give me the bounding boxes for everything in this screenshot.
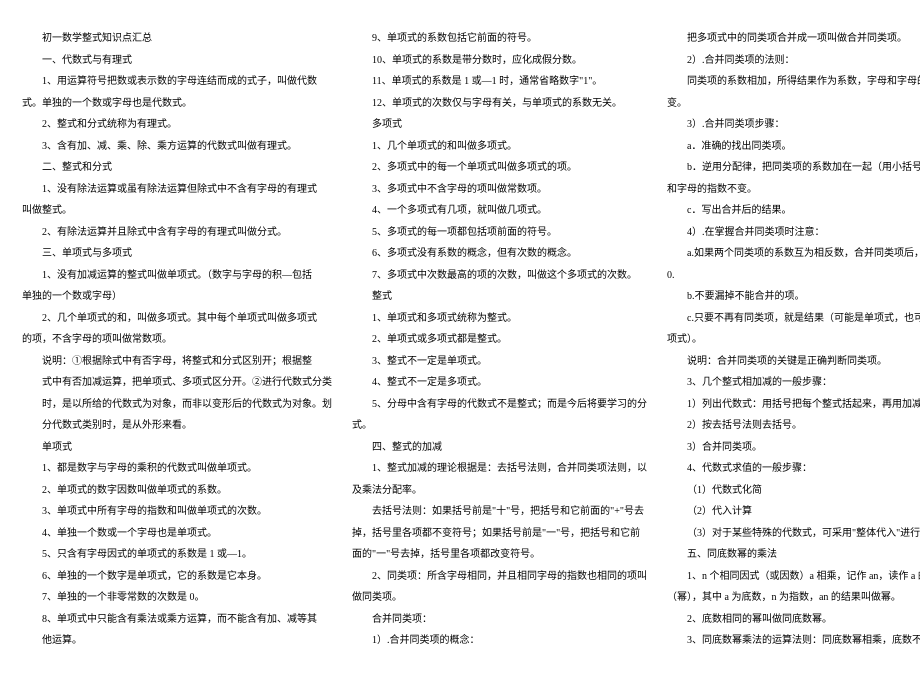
- text-line: 和字母的指数不变。: [667, 179, 920, 201]
- text-line: 2）按去括号法则去括号。: [667, 415, 920, 437]
- text-line: 式。单独的一个数或字母也是代数式。: [22, 93, 332, 115]
- column-1: 初一数学整式知识点汇总一、代数式与有理式1、用运算符号把数或表示数的字母连结而成…: [12, 28, 342, 666]
- text-line: b.不要漏掉不能合并的项。: [667, 286, 920, 308]
- text-line: 5、分母中含有字母的代数式不是整式；而是今后将要学习的分: [352, 394, 647, 416]
- text-line: 1）列出代数式：用括号把每个整式括起来，再用加减号连接。: [667, 394, 920, 416]
- text-line: 说明：合并同类项的关键是正确判断同类项。: [667, 351, 920, 373]
- text-line: 7、多项式中次数最高的项的次数，叫做这个多项式的次数。: [352, 265, 647, 287]
- text-line: 3、多项式中不含字母的项叫做常数项。: [352, 179, 647, 201]
- text-line: 8、单项式中只能含有乘法或乘方运算，而不能含有加、减等其: [22, 609, 332, 631]
- text-line: 1、n 个相同因式（或因数）a 相乘，记作 an，读作 a 的 n 次方: [667, 566, 920, 588]
- text-line: 多项式: [352, 114, 647, 136]
- text-line: 二、整式和分式: [22, 157, 332, 179]
- text-line: 1、整式加减的理论根据是：去括号法则，合并同类项法则，以: [352, 458, 647, 480]
- text-line: 2、单项式的数字因数叫做单项式的系数。: [22, 480, 332, 502]
- text-line: c.只要不再有同类项，就是结果（可能是单项式，也可能是多: [667, 308, 920, 330]
- text-line: 项式）。: [667, 329, 920, 351]
- text-line: 5、只含有字母因式的单项式的系数是 1 或―1。: [22, 544, 332, 566]
- column-2: 9、单项式的系数包括它前面的符号。10、单项式的系数是带分数时，应化成假分数。1…: [342, 28, 657, 666]
- text-line: 9、单项式的系数包括它前面的符号。: [352, 28, 647, 50]
- text-line: 0.: [667, 265, 920, 287]
- text-line: a．准确的找出同类项。: [667, 136, 920, 158]
- text-line: 把多项式中的同类项合并成一项叫做合并同类项。: [667, 28, 920, 50]
- text-line: 5、多项式的每一项都包括项前面的符号。: [352, 222, 647, 244]
- text-line: 叫做整式。: [22, 200, 332, 222]
- text-line: 4、整式不一定是多项式。: [352, 372, 647, 394]
- text-line: （2）代入计算: [667, 501, 920, 523]
- text-line: 2、同类项：所含字母相同，并且相同字母的指数也相同的项叫: [352, 566, 647, 588]
- text-line: 说明：①根据除式中有否字母，将整式和分式区别开；根据整: [22, 351, 332, 373]
- text-line: 时，是以所给的代数式为对象，而非以变形后的代数式为对象。划: [22, 394, 332, 416]
- text-line: 6、单独的一个数字是单项式，它的系数是它本身。: [22, 566, 332, 588]
- text-line: 同类项的系数相加，所得结果作为系数，字母和字母的指数不: [667, 71, 920, 93]
- text-line: 4、单独一个数或一个字母也是单项式。: [22, 523, 332, 545]
- text-line: 3、含有加、减、乘、除、乘方运算的代数式叫做有理式。: [22, 136, 332, 158]
- text-line: 1、没有加减运算的整式叫做单项式。（数字与字母的积—包括: [22, 265, 332, 287]
- text-line: 分代数式类别时，是从外形来看。: [22, 415, 332, 437]
- text-line: 做同类项。: [352, 587, 647, 609]
- text-line: 3）.合并同类项步骤：: [667, 114, 920, 136]
- text-line: 3、同底数幂乘法的运算法则：同底数幂相乘，底数不变，指数: [667, 630, 920, 652]
- text-line: （幂），其中 a 为底数，n 为指数，an 的结果叫做幂。: [667, 587, 920, 609]
- text-line: 他运算。: [22, 630, 332, 652]
- text-line: 去括号法则：如果括号前是"十"号，把括号和它前面的"+"号去: [352, 501, 647, 523]
- text-line: a.如果两个同类项的系数互为相反数，合并同类项后，结果为: [667, 243, 920, 265]
- text-line: 2、单项式或多项式都是整式。: [352, 329, 647, 351]
- text-line: 一、代数式与有理式: [22, 50, 332, 72]
- text-line: 2、整式和分式统称为有理式。: [22, 114, 332, 136]
- page: 初一数学整式知识点汇总一、代数式与有理式1、用运算符号把数或表示数的字母连结而成…: [0, 0, 920, 678]
- text-line: 2、底数相同的幂叫做同底数幂。: [667, 609, 920, 631]
- text-line: （1）代数式化简: [667, 480, 920, 502]
- text-line: c．写出合并后的结果。: [667, 200, 920, 222]
- text-line: 初一数学整式知识点汇总: [22, 28, 332, 50]
- text-line: 整式: [352, 286, 647, 308]
- text-line: 及乘法分配率。: [352, 480, 647, 502]
- text-line: 11、单项式的系数是 1 或―1 时，通常省略数字"1"。: [352, 71, 647, 93]
- text-line: 1、几个单项式的和叫做多项式。: [352, 136, 647, 158]
- text-line: 式。: [352, 415, 647, 437]
- text-line: 1、都是数字与字母的乘积的代数式叫做单项式。: [22, 458, 332, 480]
- text-line: 1、没有除法运算或虽有除法运算但除式中不含有字母的有理式: [22, 179, 332, 201]
- text-line: 四、整式的加减: [352, 437, 647, 459]
- text-line: 3、单项式中所有字母的指数和叫做单项式的次数。: [22, 501, 332, 523]
- text-line: 单项式: [22, 437, 332, 459]
- text-line: 变。: [667, 93, 920, 115]
- text-line: 五、同底数幂的乘法: [667, 544, 920, 566]
- text-line: 的项，不含字母的项叫做常数项。: [22, 329, 332, 351]
- text-line: 3）合并同类项。: [667, 437, 920, 459]
- text-line: 三、单项式与多项式: [22, 243, 332, 265]
- text-line: 2、多项式中的每一个单项式叫做多项式的项。: [352, 157, 647, 179]
- text-line: 3、整式不一定是单项式。: [352, 351, 647, 373]
- text-line: 式中有否加减运算，把单项式、多项式区分开。②进行代数式分类: [22, 372, 332, 394]
- text-line: 3、几个整式相加减的一般步骤：: [667, 372, 920, 394]
- text-line: 面的"一"号去掉，括号里各项都改变符号。: [352, 544, 647, 566]
- text-line: 1、用运算符号把数或表示数的字母连结而成的式子，叫做代数: [22, 71, 332, 93]
- text-line: 合并同类项：: [352, 609, 647, 631]
- text-line: 单独的一个数或字母）: [22, 286, 332, 308]
- text-line: （3）对于某些特殊的代数式，可采用"整体代入"进行计算。: [667, 523, 920, 545]
- text-line: 4、一个多项式有几项，就叫做几项式。: [352, 200, 647, 222]
- text-line: 12、单项式的次数仅与字母有关，与单项式的系数无关。: [352, 93, 647, 115]
- text-line: b．逆用分配律，把同类项的系数加在一起（用小括号），字母: [667, 157, 920, 179]
- text-line: 4、代数式求值的一般步骤：: [667, 458, 920, 480]
- column-3: 把多项式中的同类项合并成一项叫做合并同类项。2）.合并同类项的法则：同类项的系数…: [657, 28, 920, 666]
- text-line: 掉，括号里各项都不变符号；如果括号前是"一"号，把括号和它前: [352, 523, 647, 545]
- text-line: 2、有除法运算并且除式中含有字母的有理式叫做分式。: [22, 222, 332, 244]
- text-line: 1、单项式和多项式统称为整式。: [352, 308, 647, 330]
- text-line: 7、单独的一个非零常数的次数是 0。: [22, 587, 332, 609]
- text-line: 4）.在掌握合并同类项时注意：: [667, 222, 920, 244]
- text-line: 2、几个单项式的和，叫做多项式。其中每个单项式叫做多项式: [22, 308, 332, 330]
- text-line: 10、单项式的系数是带分数时，应化成假分数。: [352, 50, 647, 72]
- text-line: 1）.合并同类项的概念：: [352, 630, 647, 652]
- text-line: 2）.合并同类项的法则：: [667, 50, 920, 72]
- text-line: 6、多项式没有系数的概念，但有次数的概念。: [352, 243, 647, 265]
